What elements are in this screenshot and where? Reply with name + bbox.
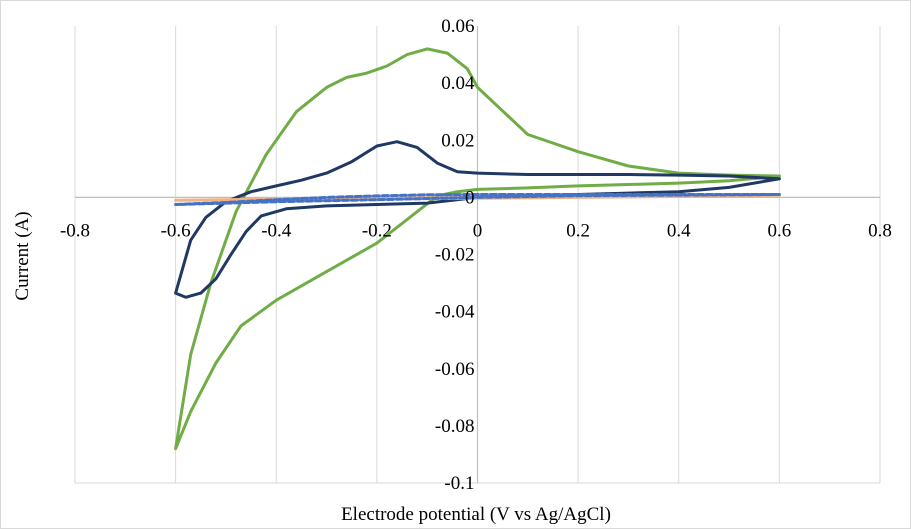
x-tick-label-1: -0.6: [161, 220, 191, 241]
y-tick-label-6: -0.06: [435, 359, 475, 380]
x-tick-label-2: -0.4: [261, 220, 292, 241]
axis-layer: [75, 26, 880, 483]
tick-label-layer: -0.8 -0.6 -0.4 -0.2 0 0.2 0.4 0.6 0.8 0.06 0.04 0.0…: [60, 16, 892, 494]
y-tick-label-7: -0.08: [435, 416, 475, 437]
x-tick-label-5: 0.2: [566, 220, 590, 241]
x-tick-label-3: -0.2: [362, 220, 392, 241]
y-axis-title: Current (A): [12, 211, 33, 300]
y-tick-label-0: 0.06: [441, 16, 474, 37]
y-tick-label-4: -0.02: [435, 245, 475, 266]
y-tick-label-8: -0.1: [444, 473, 474, 494]
y-tick-label-1: 0.04: [441, 73, 475, 94]
series-line-4: [174, 193, 781, 206]
x-tick-label-0: -0.8: [60, 220, 90, 241]
y-tick-label-2: 0.02: [441, 130, 474, 151]
x-tick-label-8: 0.8: [868, 220, 892, 241]
x-tick-label-4: 0: [473, 220, 483, 241]
x-tick-label-7: 0.6: [768, 220, 792, 241]
x-axis-title: Electrode potential (V vs Ag/AgCl): [341, 504, 611, 525]
x-tick-label-6: 0.4: [667, 220, 691, 241]
y-tick-label-3: 0: [465, 187, 475, 208]
series-layer: [174, 47, 781, 451]
y-tick-label-5: -0.04: [435, 302, 475, 323]
